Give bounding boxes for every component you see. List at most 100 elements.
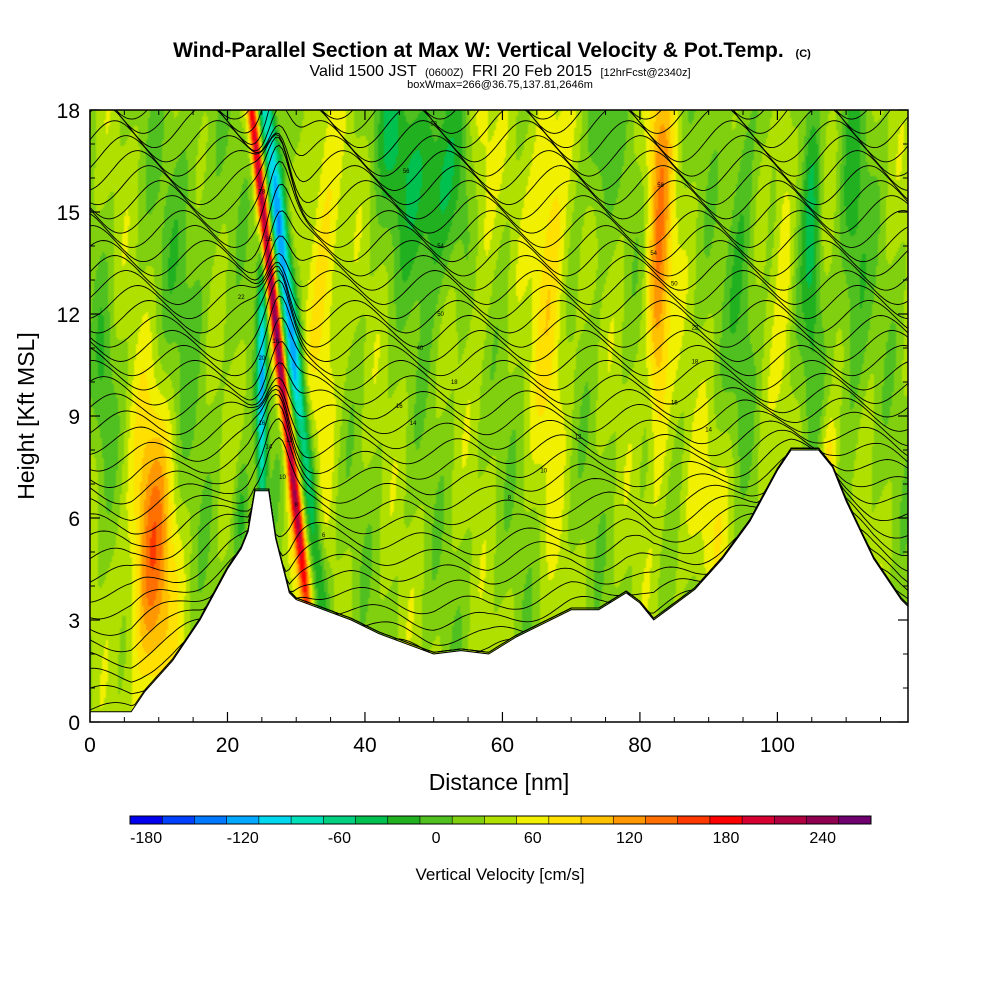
isentrope-label: 16 [259,421,266,427]
chart-subtitle: Valid 1500 JST (0600Z) FRI 20 Feb 2015 [… [309,63,690,80]
x-axis: 0 20 40 60 80 100 [84,110,882,757]
isentrope-line [90,362,908,421]
isentrope-line [90,183,908,263]
isentrope-line [115,110,868,120]
colorbar-swatch [516,816,550,824]
isentrope-label: 54 [437,244,444,250]
colorbar-swatch [613,816,646,824]
colorbar-swatch [419,816,453,824]
isentrope-line [90,124,908,177]
isentrope-line [90,252,908,305]
y-tick-label: 6 [68,508,80,531]
isentrope-line [90,295,908,377]
colorbar-swatch [130,816,163,824]
isentrope-label: 22 [692,326,699,332]
y-tick-label: 12 [57,304,80,327]
isentrope-label: 50 [437,312,444,318]
isentrope-line [90,210,908,277]
isentrope-line [90,279,908,362]
x-axis-label: Distance [nm] [429,769,570,795]
isentrope-label: 18 [451,380,458,386]
y-axis: 0 3 6 9 12 15 18 [57,100,908,735]
y-tick-label: 9 [68,406,80,429]
isentrope-label: 56 [403,169,410,175]
isentrope-label: 26 [265,237,272,243]
isentrope-line [90,403,908,505]
x-tick-label: 60 [491,734,514,757]
isentrope-line [90,317,908,391]
colorbar-swatch [806,816,840,824]
isentrope-line [90,136,908,220]
subtitle-valid-time: Valid 1500 JST [309,63,417,80]
colorbar-label: Vertical Velocity [cm/s] [415,865,584,884]
colorbar-swatch [323,816,356,824]
colorbar-tick-label: -60 [328,830,351,847]
isentrope-line [90,377,908,436]
subtitle-forecast: [12hrFcst@2340z] [600,67,690,79]
isentrope-label: 14 [410,421,417,427]
colorbar-tick-label: 120 [616,830,643,847]
y-tick-label: 0 [68,712,80,735]
isentrope-line [90,265,908,334]
colorbar-tick-label: 60 [524,830,542,847]
y-tick-label: 18 [57,100,80,123]
isentrope-label: 14 [705,428,712,434]
colorbar: -180 -120 -60 0 60 120 180 240 [129,815,872,847]
isentrope-line [90,384,908,455]
isentrope-line [90,160,908,248]
subtitle-utc: (0600Z) [425,67,464,79]
isentrope-label: 18 [272,339,279,345]
isentrope-line [115,110,891,134]
y-tick-label: 15 [57,202,80,225]
isentrope-line [90,270,908,348]
isentrope-label: 28 [259,190,266,196]
isentrope-label: 14 [265,445,272,451]
colorbar-swatch [291,816,324,824]
isentrope-label: 22 [238,295,245,301]
isentrope-label: 8 [295,502,299,508]
colorbar-swatch [581,816,614,824]
isentrope-label: 58 [657,183,664,189]
x-tick-label: 20 [216,734,239,757]
isentrope-label: 10 [540,468,547,474]
colorbar-swatch [548,816,582,824]
chart-title-mark: (C) [796,48,812,60]
subtitle-date: FRI 20 Feb 2015 [472,63,592,80]
isentrope-label: 6 [322,533,326,539]
isentrope-line [90,262,908,320]
isentrope-label: 20 [259,356,266,362]
isentrope-label: 12 [286,438,293,444]
isentrope-line [90,388,908,472]
colorbar-swatch [355,816,389,824]
isentrope-line [90,341,908,406]
isentrope-line [90,132,908,191]
colorbar-swatch [709,816,743,824]
colorbar-tick-label: -120 [227,830,259,847]
colorbar-tick-label: 0 [432,830,441,847]
isentrope-line [90,437,908,535]
colorbar-swatch [194,816,227,824]
x-tick-label: 100 [760,734,795,757]
isentrope-label: 10 [279,475,286,481]
isentrope-label: 16 [396,404,403,410]
isentrope-label: 58 [430,122,437,128]
isentrope-line [90,144,908,234]
isentrope-label: 18 [692,360,699,366]
chart-subtitle-box: boxWmax=266@36.75,137.81,2646m [407,79,593,91]
x-tick-label: 0 [84,734,96,757]
colorbar-tick-label: -180 [130,830,162,847]
colorbar-swatch [645,816,678,824]
x-tick-label: 40 [353,734,376,757]
isentrope-label: 8 [508,496,512,502]
colorbar-swatch [226,816,260,824]
colorbar-swatch [162,816,195,824]
y-axis-label: Height [Kft MSL] [13,332,39,499]
potential-temperature-labels: 58 56 54 50 40 18 16 14 10 8 6 12 58 54 50 22 18 16 14 28 26… [238,122,713,539]
isentrope-label: 50 [671,281,678,287]
plot-area: 58 56 54 50 40 18 16 14 10 8 6 12 58 54 50 22 18 16 14 28 26… [90,110,908,722]
colorbar-swatch [742,816,775,824]
colorbar-frame [129,815,872,825]
chart-title: Wind-Parallel Section at Max W: Vertical… [173,39,811,62]
y-tick-label: 3 [68,610,80,633]
